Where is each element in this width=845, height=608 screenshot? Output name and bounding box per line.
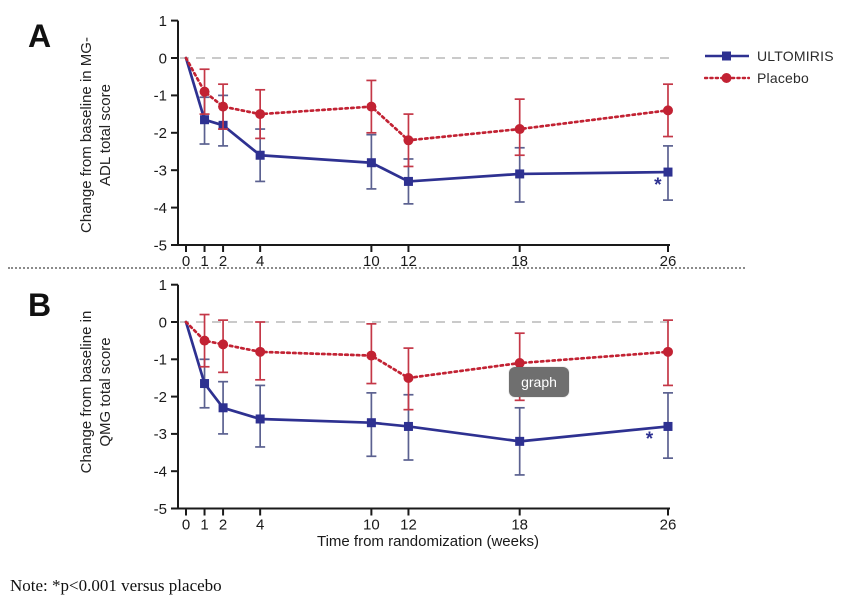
ultomiris-line-swatch-icon — [705, 51, 749, 61]
panel-a-y-axis-title-line1: Change from baseline in — [78, 70, 95, 233]
legend-item-ultomiris: ULTOMIRIS — [704, 45, 834, 67]
x-tick-label: 4 — [256, 253, 264, 270]
ultomiris-marker — [663, 167, 673, 177]
panel-b-y-axis-title-line2: QMG total score — [97, 337, 114, 447]
ultomiris-marker — [366, 418, 376, 428]
legend-label-ultomiris: ULTOMIRIS — [757, 48, 834, 64]
x-tick-label: 10 — [363, 253, 380, 270]
significance-asterisk: * — [654, 175, 662, 196]
ultomiris-marker — [515, 169, 525, 179]
placebo-marker — [662, 105, 673, 116]
placebo-marker — [366, 101, 377, 112]
panel-b-label: B — [28, 287, 52, 323]
x-tick-label: 1 — [200, 253, 208, 270]
footnote: Note: *p<0.001 versus placebo — [10, 576, 222, 595]
x-tick-label: 26 — [660, 517, 677, 534]
placebo-marker — [199, 86, 210, 97]
y-tick-label: -4 — [154, 200, 167, 217]
placebo-marker — [514, 124, 525, 135]
placebo-marker — [366, 350, 377, 361]
legend: ULTOMIRIS Placebo — [704, 45, 834, 89]
placebo-marker — [199, 335, 210, 346]
x-tick-label: 2 — [219, 517, 227, 534]
significance-asterisk: * — [646, 429, 654, 450]
series-ultomiris — [184, 320, 673, 476]
y-tick-label: -2 — [154, 389, 167, 406]
placebo-marker — [403, 372, 414, 383]
x-tick-label: 10 — [363, 517, 380, 534]
x-tick-label: 0 — [182, 253, 190, 270]
panel-a-label: A — [28, 18, 52, 54]
y-tick-label: -5 — [154, 237, 167, 254]
y-tick-label: -1 — [154, 352, 167, 369]
placebo-marker — [403, 135, 414, 146]
y-tick-label: 1 — [159, 13, 167, 30]
placebo-marker — [514, 358, 525, 369]
series-placebo — [184, 56, 673, 168]
y-tick-label: 0 — [159, 50, 167, 67]
y-tick-label: 1 — [159, 277, 167, 294]
x-tick-label: 0 — [182, 517, 190, 534]
placebo-circle-marker-icon — [721, 73, 732, 83]
ultomiris-marker — [403, 421, 413, 431]
axis-lines — [177, 20, 670, 246]
ultomiris-marker — [255, 414, 265, 424]
y-tick-label: -3 — [154, 426, 167, 443]
ultomiris-marker — [218, 403, 228, 413]
ultomiris-marker — [663, 421, 673, 431]
y-tick-label: -3 — [154, 162, 167, 179]
placebo-line-swatch-icon — [704, 73, 750, 83]
placebo-line — [184, 56, 670, 142]
legend-label-placebo: Placebo — [757, 70, 809, 86]
series-placebo — [184, 313, 673, 411]
x-tick-label: 26 — [660, 253, 677, 270]
ultomiris-marker — [403, 176, 413, 186]
x-tick-label: 12 — [400, 253, 417, 270]
panel-b-y-axis-title: Change from baseline in QMG total score — [77, 292, 117, 492]
x-axis-title: Time from randomization (weeks) — [316, 533, 539, 550]
ultomiris-marker — [200, 379, 210, 389]
panel-b-chart-qmg[interactable]: 10-1-2-3-4-50 1 2 4 10 12 18 26* — [0, 270, 845, 550]
y-tick-label: -4 — [154, 463, 167, 480]
placebo-marker — [662, 346, 673, 357]
x-tick-label: 18 — [511, 517, 528, 534]
y-tick-label: -2 — [154, 125, 167, 142]
panel-a-y-axis-title: Change from baseline in MG-ADL total sco… — [77, 35, 117, 235]
x-tick-label: 12 — [400, 517, 417, 534]
x-tick-label: 2 — [219, 253, 227, 270]
placebo-marker — [255, 346, 266, 357]
panel-a-chart-mg-adl[interactable]: 10-1-2-3-4-50 1 2 4 10 12 18 26* — [0, 0, 845, 270]
y-tick-label: -1 — [154, 88, 167, 105]
x-tick-label: 18 — [511, 253, 528, 270]
x-tick-label: 1 — [200, 517, 208, 534]
series-ultomiris — [184, 56, 673, 205]
placebo-marker — [255, 109, 266, 120]
placebo-marker — [218, 101, 229, 112]
ultomiris-marker — [200, 115, 210, 125]
axis-lines — [177, 284, 670, 510]
ultomiris-square-marker-icon — [722, 51, 731, 61]
ultomiris-marker — [366, 158, 376, 168]
placebo-marker — [218, 339, 229, 350]
y-tick-label: 0 — [159, 314, 167, 331]
panel-b-y-axis-title-line1: Change from baseline in — [78, 310, 95, 474]
ultomiris-marker — [255, 150, 265, 160]
ultomiris-marker — [515, 436, 525, 446]
y-tick-label: -5 — [154, 501, 167, 518]
x-tick-label: 4 — [256, 517, 264, 534]
legend-item-placebo: Placebo — [704, 67, 834, 89]
panel-separator-line — [8, 267, 745, 269]
